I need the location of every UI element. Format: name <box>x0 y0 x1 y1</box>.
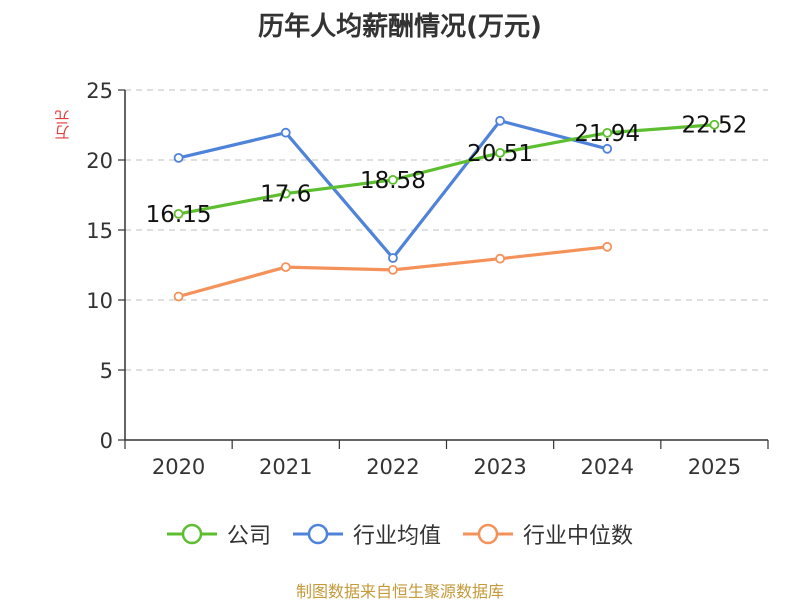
data-point-2[interactable] <box>173 291 184 302</box>
y-tick-label: 10 <box>86 289 113 313</box>
legend-label-industry-median: 行业中位数 <box>523 524 634 549</box>
data-point-2[interactable] <box>280 262 291 273</box>
x-tick-label: 2023 <box>473 455 526 479</box>
data-point-0[interactable] <box>388 174 398 185</box>
data-point-1[interactable] <box>388 253 398 263</box>
legend-swatch-industry-mean <box>292 523 343 545</box>
data-point-2[interactable] <box>602 241 613 252</box>
data-label: 21.94 <box>574 121 640 147</box>
data-point-0[interactable] <box>709 119 720 130</box>
data-point-0[interactable] <box>495 147 505 158</box>
data-point-2[interactable] <box>388 264 398 275</box>
data-label: 18.58 <box>360 168 426 194</box>
y-tick-label: 5 <box>100 359 113 383</box>
x-tick-label: 2021 <box>259 455 312 479</box>
series-layer <box>173 115 720 302</box>
data-point-2[interactable] <box>495 253 505 264</box>
legend: 公司 行业均值 行业中位数 <box>0 518 800 550</box>
data-point-1[interactable] <box>495 115 505 126</box>
data-point-1[interactable] <box>280 127 291 138</box>
data-label: 16.15 <box>146 202 212 228</box>
legend-item-industry-median[interactable]: 行业中位数 <box>463 518 633 550</box>
grid-layer <box>125 89 768 371</box>
data-label: 20.51 <box>467 141 533 167</box>
data-point-1[interactable] <box>602 143 613 154</box>
legend-swatch-company <box>166 523 217 545</box>
chart-title: 历年人均薪酬情况(万元) <box>258 12 542 42</box>
data-label: 17.6 <box>260 182 311 208</box>
data-point-0[interactable] <box>602 127 613 138</box>
legend-label-company: 公司 <box>226 524 271 549</box>
data-point-0[interactable] <box>280 188 291 199</box>
legend-item-company[interactable]: 公司 <box>166 518 271 550</box>
data-label-layer: 16.15 17.6 18.58 20.51 21.94 22.52 <box>146 113 748 228</box>
data-source-note: 制图数据来自恒生聚源数据库 <box>295 582 504 601</box>
data-label: 22.52 <box>681 113 747 139</box>
data-point-1[interactable] <box>173 152 184 163</box>
x-tick-label: 2024 <box>581 455 634 479</box>
legend-item-industry-mean[interactable]: 行业均值 <box>292 518 441 550</box>
x-tick-label: 2025 <box>688 455 741 479</box>
y-tick-label: 20 <box>86 149 113 173</box>
x-tick-label: 2020 <box>152 455 205 479</box>
x-tick-label: 2022 <box>366 455 419 479</box>
data-point-0[interactable] <box>173 208 184 219</box>
legend-swatch-industry-median <box>463 523 513 545</box>
legend-label-industry-mean: 行业均值 <box>352 524 441 549</box>
series-line-0 <box>178 123 715 216</box>
y-tick-label: 15 <box>86 219 113 243</box>
y-tick-label: 0 <box>100 429 113 453</box>
y-tick-label: 25 <box>86 79 113 103</box>
